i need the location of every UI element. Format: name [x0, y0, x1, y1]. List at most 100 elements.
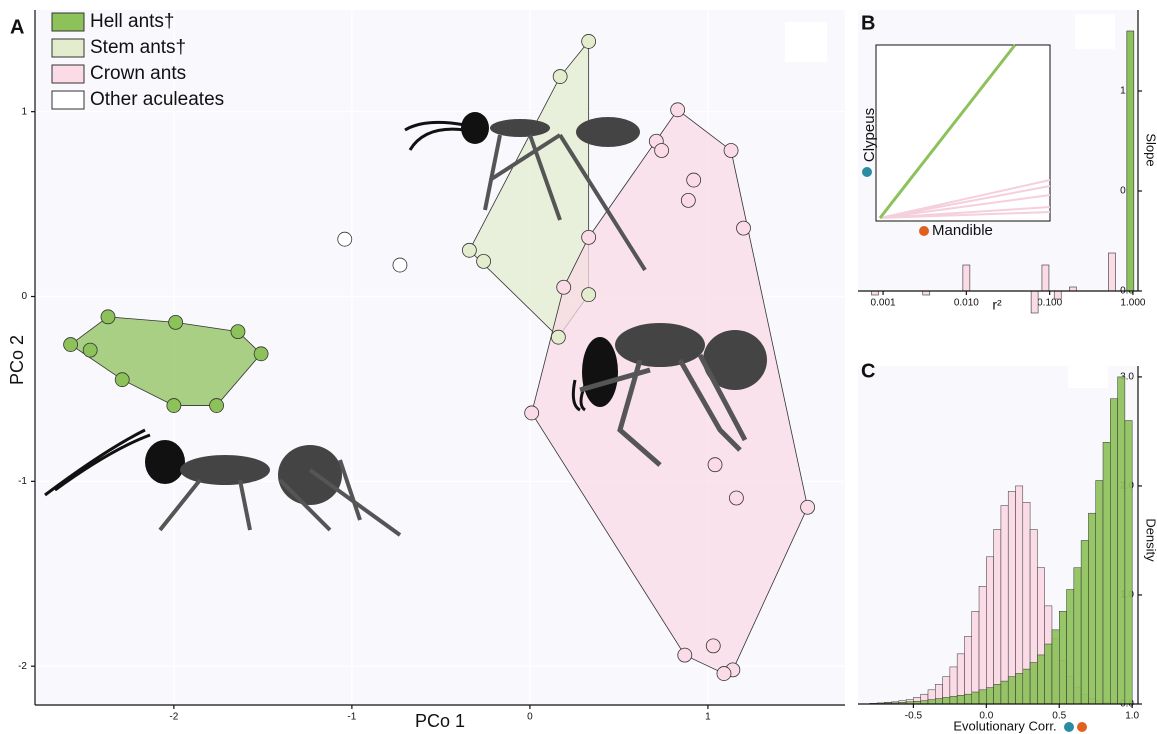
point — [231, 325, 245, 339]
hist-bar — [1103, 442, 1110, 704]
panel-label: A — [10, 16, 24, 38]
point — [167, 399, 181, 413]
inset-y-label: Clypeus — [861, 108, 878, 162]
y-tick-label: 1 — [21, 106, 27, 117]
point — [83, 343, 97, 357]
figure: -2-101-2-101 0.0010.0100.1001.0000.00.51… — [0, 0, 1157, 734]
panel-label: B — [861, 12, 875, 34]
point — [582, 230, 596, 244]
legend-swatch — [52, 65, 84, 83]
x-axis-label: PCo 1 — [415, 711, 465, 731]
point — [582, 288, 596, 302]
point — [551, 330, 565, 344]
point — [462, 243, 476, 257]
point — [681, 193, 695, 207]
hist-bar — [1081, 540, 1088, 704]
point — [169, 315, 183, 329]
hist-bar — [957, 695, 964, 704]
y-axis-label: Density — [1144, 518, 1157, 562]
point — [655, 143, 669, 157]
hist-bar — [1037, 655, 1044, 704]
point — [729, 491, 743, 505]
x-tick-label: 1 — [705, 712, 711, 723]
hist-bar — [1008, 491, 1015, 704]
hist-bar — [943, 697, 950, 704]
hist-bar — [1118, 377, 1125, 704]
y-axis-label: PCo 2 — [7, 335, 27, 385]
hist-bar — [994, 684, 1001, 704]
mandible-dot — [1077, 722, 1087, 732]
legend-label: Stem ants† — [90, 37, 186, 58]
bar — [1031, 291, 1038, 313]
hist-bar — [1096, 480, 1103, 704]
blank-box — [1075, 14, 1115, 49]
point — [101, 310, 115, 324]
hist-bar — [1045, 644, 1052, 704]
bar — [1108, 253, 1115, 291]
point — [210, 399, 224, 413]
point — [64, 338, 78, 352]
x-tick-label: -1 — [347, 712, 356, 723]
hist-bar — [1067, 590, 1074, 704]
x-tick-label: 0.010 — [954, 298, 979, 309]
bar — [1054, 291, 1061, 299]
point — [737, 221, 751, 235]
hist-bar — [994, 530, 1001, 704]
hist-bar — [1030, 663, 1037, 704]
legend-label: Hell ants† — [90, 11, 175, 32]
point — [254, 347, 268, 361]
hist-bar — [1001, 681, 1008, 704]
x-tick-label: 1.0 — [1125, 711, 1139, 722]
x-tick-label: 0.001 — [871, 298, 896, 309]
point — [678, 648, 692, 662]
hist-bar — [1074, 568, 1081, 704]
blank-box — [1068, 353, 1108, 388]
legend-label: Other aculeates — [90, 89, 224, 110]
x-tick-label: 1.000 — [1120, 298, 1145, 309]
hist-bar — [972, 692, 979, 704]
hist-bar — [950, 696, 957, 704]
hist-bar — [986, 557, 993, 704]
point — [553, 70, 567, 84]
y-tick-label: -1 — [18, 476, 27, 487]
point — [687, 173, 701, 187]
hist-bar — [1059, 611, 1066, 704]
point — [801, 500, 815, 514]
x-tick-label: 0 — [527, 712, 533, 723]
hist-bar — [1001, 506, 1008, 704]
point — [708, 458, 722, 472]
y-tick-label: -2 — [18, 661, 27, 672]
legend-label: Crown ants — [90, 63, 186, 84]
hist-bar — [928, 700, 935, 704]
bar — [1042, 265, 1049, 291]
blank-box — [785, 22, 827, 62]
panel-label: C — [861, 360, 875, 382]
bar — [1127, 31, 1134, 291]
hist-bar — [1052, 630, 1059, 704]
y-axis-label: Slope — [1144, 133, 1157, 166]
legend-swatch — [52, 39, 84, 57]
point — [671, 103, 685, 117]
point — [717, 667, 731, 681]
point — [557, 280, 571, 294]
hist-bar — [1016, 486, 1023, 704]
clypeus-dot — [862, 167, 872, 177]
hist-bar — [986, 688, 993, 704]
hist-bar — [979, 690, 986, 704]
y-tick-label: 0 — [21, 291, 27, 302]
hist-bar — [964, 694, 971, 704]
hist-bar — [1016, 673, 1023, 704]
point — [706, 639, 720, 653]
mandible-dot — [919, 226, 929, 236]
hist-bar — [1125, 421, 1132, 704]
hist-bar — [964, 636, 971, 704]
inset-x-label: Mandible — [932, 222, 993, 239]
hist-bar — [935, 699, 942, 704]
hist-bar — [979, 586, 986, 704]
point — [525, 406, 539, 420]
point — [393, 258, 407, 272]
point — [582, 34, 596, 48]
bar — [963, 265, 970, 291]
legend-swatch — [52, 91, 84, 109]
point — [115, 373, 129, 387]
